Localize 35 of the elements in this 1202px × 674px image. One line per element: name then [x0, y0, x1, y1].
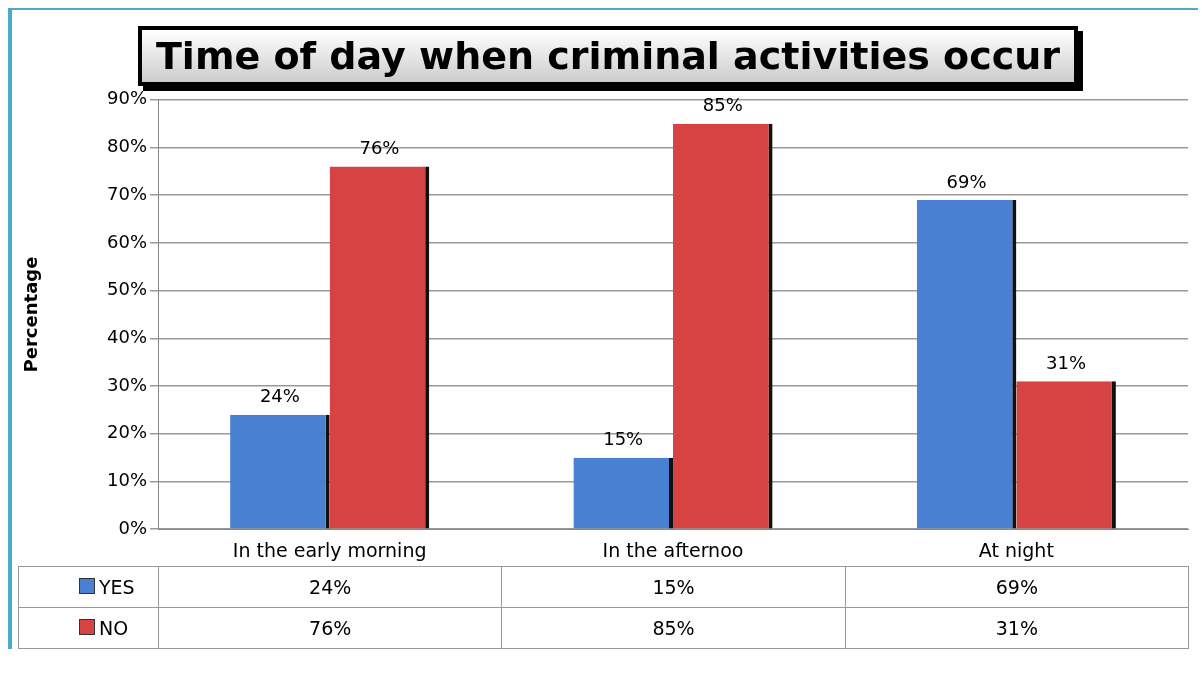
x-tick-label: In the afternoo	[602, 538, 744, 561]
bar	[916, 199, 1013, 529]
data-label: 69%	[845, 566, 1189, 608]
y-tick-label: 70%	[106, 182, 147, 204]
data-label: 31%	[845, 607, 1189, 649]
y-tick-label: 80%	[106, 135, 147, 157]
data-label: 24%	[158, 566, 502, 608]
legend-label: NO	[18, 607, 159, 649]
text: 24%	[259, 385, 300, 407]
legend-label: YES	[18, 566, 159, 608]
data-label: 85%	[501, 607, 846, 649]
y-tick-label: 50%	[106, 278, 147, 300]
y-tick-label: 0%	[118, 516, 147, 538]
text: 76%	[359, 137, 400, 159]
x-tick-label: At night	[978, 538, 1054, 561]
y-tick-label: 90%	[106, 87, 147, 109]
bar	[230, 414, 326, 529]
x-tick-label: In the early morning	[232, 538, 427, 561]
bar	[1016, 381, 1112, 529]
bar	[329, 166, 426, 529]
y-tick-label: 10%	[106, 469, 147, 491]
data-label: 15%	[501, 566, 846, 608]
y-tick-label: 40%	[106, 326, 147, 348]
data-label: 76%	[158, 607, 502, 649]
text: 15%	[603, 428, 644, 450]
y-axis-title: Percentage	[20, 256, 42, 373]
bar	[573, 457, 669, 529]
chart-title: Time of day when criminal activities occur	[137, 26, 1079, 86]
text: 31%	[1046, 351, 1087, 373]
y-tick-label: 60%	[106, 230, 147, 252]
text: 85%	[702, 94, 743, 116]
bar	[673, 123, 769, 529]
y-tick-label: 30%	[106, 373, 147, 395]
text: 69%	[946, 170, 987, 192]
y-tick-label: 20%	[106, 421, 147, 443]
